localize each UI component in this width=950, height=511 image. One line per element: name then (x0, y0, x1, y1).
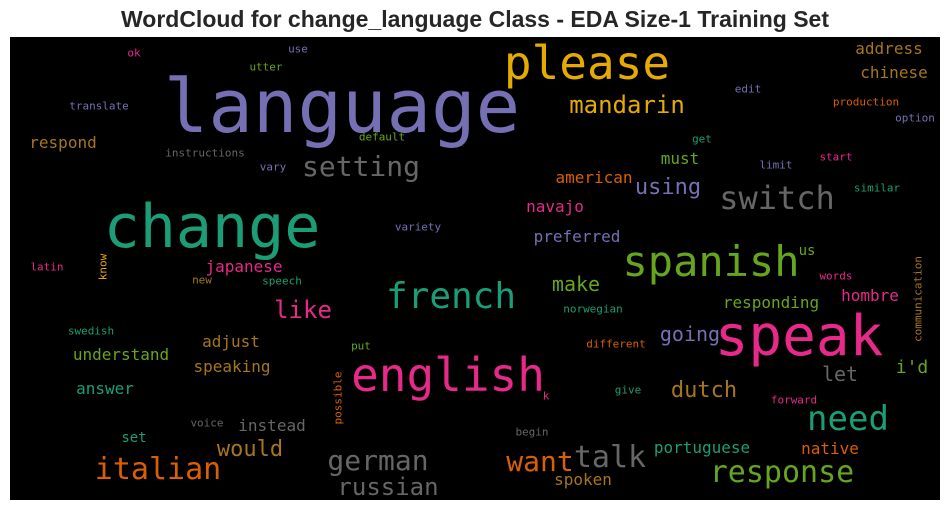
chart-title: WordCloud for change_language Class - ED… (120, 6, 829, 32)
word-similar: similar (853, 181, 901, 195)
word-production: production (832, 95, 900, 109)
word-italian: italian (94, 452, 222, 487)
word-speak: speak (714, 304, 884, 369)
word-different: different (586, 337, 646, 351)
word-ok: ok (127, 46, 141, 60)
word-like: like (274, 296, 332, 324)
word-need: need (807, 399, 889, 439)
word-know: know (96, 253, 110, 281)
word-hombre: hombre (841, 286, 899, 305)
word-must: must (660, 149, 700, 168)
word-edit: edit (734, 82, 762, 96)
word-i-d: i'd (895, 357, 929, 378)
word-voice: voice (190, 416, 224, 430)
word-switch: switch (719, 179, 835, 217)
word-dutch: dutch (670, 378, 738, 403)
word-would: would (216, 437, 284, 462)
word-words: words (819, 269, 853, 283)
word-american: american (555, 168, 633, 187)
word-using: using (634, 175, 702, 200)
word-want: want (506, 445, 574, 478)
word-start: start (819, 150, 853, 164)
word-navajo: navajo (526, 197, 584, 216)
word-limit: limit (759, 158, 793, 172)
word-understand: understand (72, 345, 170, 364)
word-default: default (358, 130, 406, 144)
word-english: english (351, 348, 545, 402)
word-latin: latin (30, 260, 64, 274)
word-change: change (103, 192, 321, 262)
word-address: address (855, 39, 923, 58)
word-let: let (821, 362, 859, 386)
word-native: native (801, 439, 859, 458)
word-french: french (385, 276, 517, 317)
word-adjust: adjust (202, 332, 260, 351)
word-k: k (542, 389, 550, 403)
word-speech: speech (262, 274, 302, 288)
word-new: new (192, 273, 212, 287)
word-swedish: swedish (67, 324, 115, 338)
word-russian: russian (337, 473, 439, 500)
word-japanese: japanese (205, 257, 283, 276)
word-give: give (614, 383, 642, 397)
word-put: put (351, 339, 371, 353)
word-talk: talk (573, 440, 647, 475)
word-respond: respond (29, 133, 97, 152)
word-possible: possible (331, 371, 345, 425)
word-spoken: spoken (554, 470, 612, 489)
word-begin: begin (515, 425, 549, 439)
word-norwegian: norwegian (563, 302, 623, 316)
word-communication: communication (911, 255, 925, 343)
word-speaking: speaking (193, 357, 271, 376)
word-preferred: preferred (533, 227, 621, 246)
word-response: response (709, 455, 855, 490)
word-get: get (692, 132, 712, 146)
word-forward: forward (770, 393, 818, 407)
word-setting: setting (301, 150, 421, 183)
word-translate: translate (69, 99, 129, 113)
word-vary: vary (259, 160, 287, 174)
word-please: please (503, 37, 671, 90)
word-option: option (895, 111, 935, 125)
word-instructions: instructions (165, 146, 245, 160)
word-chinese: chinese (860, 63, 928, 82)
word-portuguese: portuguese (653, 438, 751, 457)
word-make: make (551, 272, 601, 296)
word-utter: utter (249, 60, 283, 74)
word-mandarin: mandarin (569, 91, 685, 119)
word-responding: responding (722, 293, 820, 312)
word-answer: answer (76, 379, 134, 398)
word-spanish: spanish (622, 237, 800, 286)
word-set: set (121, 430, 147, 446)
wordcloud-canvas: language please change speak english spanish f… (10, 37, 940, 500)
word-german: german (327, 444, 429, 477)
word-language: language (163, 64, 521, 150)
word-instead: instead (238, 416, 306, 435)
word-going: going (659, 322, 721, 346)
word-use: use (288, 42, 308, 56)
word-us: us (798, 243, 816, 259)
word-variety: variety (394, 220, 442, 234)
